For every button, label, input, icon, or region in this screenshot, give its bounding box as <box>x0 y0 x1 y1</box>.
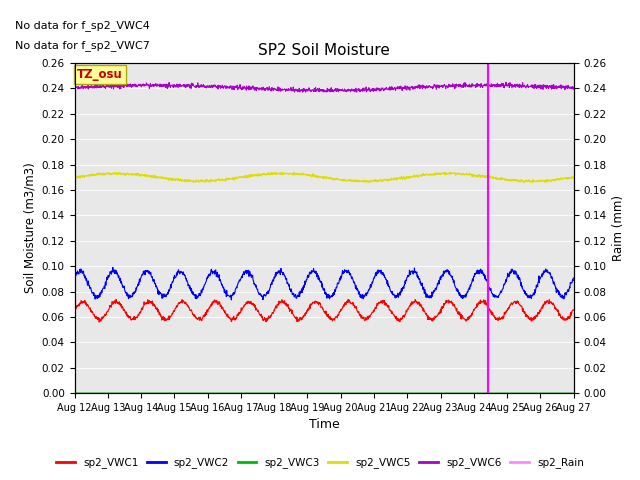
Text: TZ_osu: TZ_osu <box>77 68 123 81</box>
X-axis label: Time: Time <box>308 419 339 432</box>
Text: No data for f_sp2_VWC4: No data for f_sp2_VWC4 <box>15 20 150 31</box>
Y-axis label: Raim (mm): Raim (mm) <box>612 195 625 261</box>
Legend: sp2_VWC1, sp2_VWC2, sp2_VWC3, sp2_VWC5, sp2_VWC6, sp2_Rain: sp2_VWC1, sp2_VWC2, sp2_VWC3, sp2_VWC5, … <box>52 453 588 472</box>
Text: No data for f_sp2_VWC7: No data for f_sp2_VWC7 <box>15 40 150 51</box>
Title: SP2 Soil Moisture: SP2 Soil Moisture <box>258 43 390 58</box>
Y-axis label: Soil Moisture (m3/m3): Soil Moisture (m3/m3) <box>23 163 36 293</box>
